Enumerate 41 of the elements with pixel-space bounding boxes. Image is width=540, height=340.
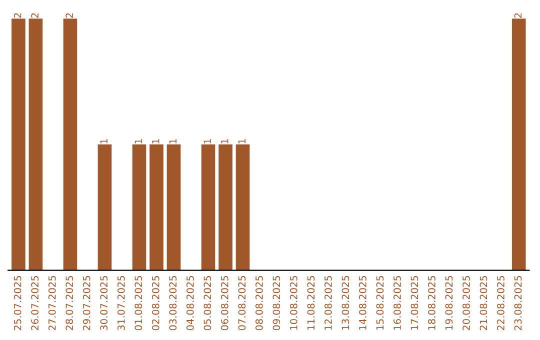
- data-label: 1: [100, 139, 108, 144]
- x-tick-label: 07.08.2025: [238, 276, 246, 330]
- x-tick-label: 31.07.2025: [117, 276, 125, 330]
- x-tick-label: 03.08.2025: [169, 276, 177, 330]
- x-tick-label: 17.08.2025: [410, 276, 418, 330]
- data-label: 1: [204, 139, 211, 144]
- x-tick-label: 10.08.2025: [290, 276, 298, 330]
- data-label: 1: [169, 139, 176, 144]
- x-tick-label: 30.07.2025: [100, 276, 108, 330]
- x-tick-label: 20.08.2025: [462, 276, 470, 330]
- data-label: 2: [66, 13, 73, 18]
- x-tick-label: 15.08.2025: [376, 276, 384, 330]
- x-tick-label: 11.08.2025: [307, 276, 315, 330]
- x-tick-label: 27.07.2025: [48, 276, 56, 330]
- x-tick-label: 04.08.2025: [186, 276, 194, 330]
- data-label: 2: [514, 13, 522, 18]
- x-tick-label: 18.08.2025: [428, 276, 436, 330]
- x-tick-label: 28.07.2025: [66, 276, 74, 330]
- x-tick-label: 13.08.2025: [342, 276, 350, 330]
- x-tick-label: 09.08.2025: [272, 276, 280, 330]
- data-label: 1: [152, 139, 160, 144]
- x-tick-label: 06.08.2025: [220, 276, 228, 330]
- x-tick-label: 14.08.2025: [359, 276, 366, 330]
- x-tick-label: 19.08.2025: [445, 276, 453, 330]
- x-tick-label: 16.08.2025: [394, 276, 401, 330]
- x-tick-label: 12.08.2025: [324, 276, 332, 330]
- x-tick-label: 02.08.2025: [152, 276, 160, 330]
- x-tick-label: 23.08.2025: [514, 276, 522, 330]
- x-tick-label: 29.07.2025: [82, 276, 90, 330]
- data-label: 2: [14, 13, 22, 18]
- x-tick-label: 22.08.2025: [497, 276, 504, 330]
- x-tick-label: 05.08.2025: [204, 276, 212, 330]
- data-label: 1: [221, 139, 228, 144]
- x-tick-label: 21.08.2025: [480, 276, 488, 330]
- data-label: 1: [134, 139, 142, 144]
- x-tick-label: 01.08.2025: [134, 276, 142, 330]
- x-tick-label: 25.07.2025: [14, 276, 22, 330]
- x-tick-label: 08.08.2025: [255, 276, 263, 330]
- data-label: 2: [31, 13, 38, 18]
- x-tick-label: 26.07.2025: [31, 276, 39, 330]
- data-label: 1: [238, 139, 246, 144]
